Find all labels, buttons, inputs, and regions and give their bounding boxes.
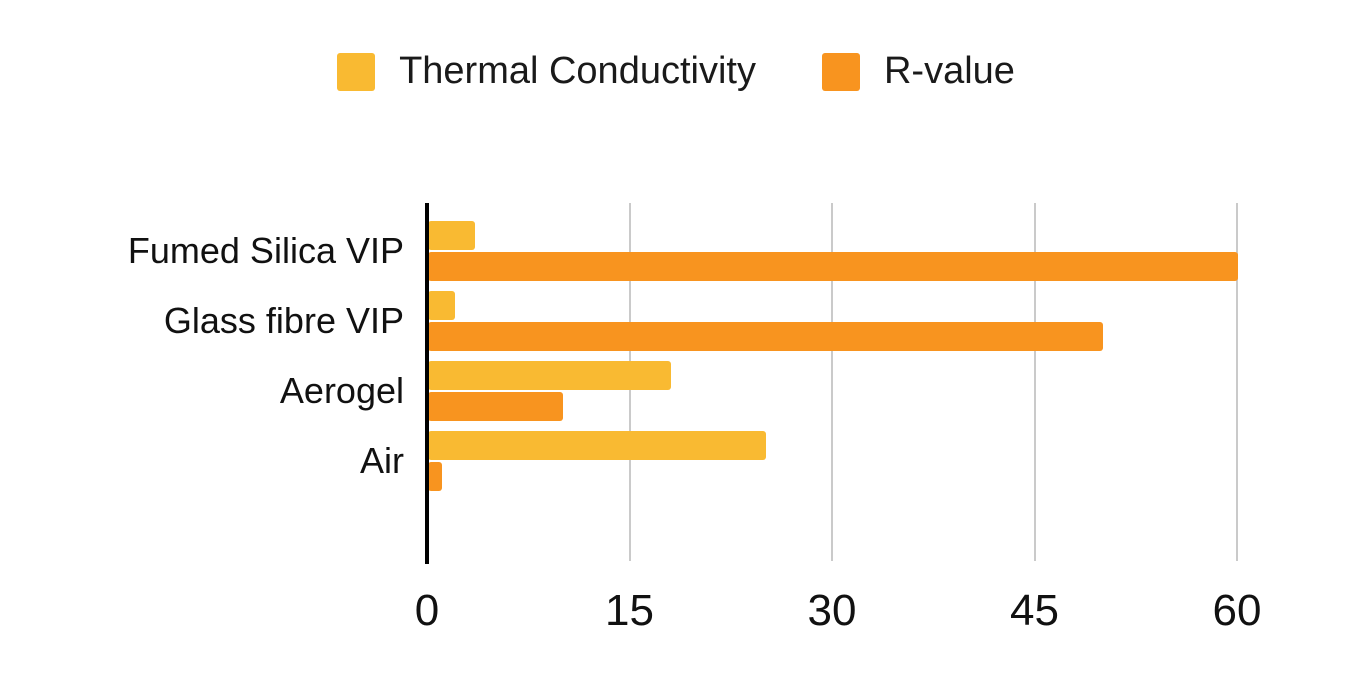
legend-item-thermal-conductivity: Thermal Conductivity [337,50,756,93]
gridline-x-45 [1033,203,1036,561]
gridline-x-30 [831,203,833,561]
x-tick-label-60: 60 [1212,586,1262,635]
category-label-glass-fibre-vip: Glass fibre VIP [163,300,404,341]
category-label-air: Air [360,440,404,481]
gridline-x-60 [1236,203,1238,561]
bar-r-value-glass-fibre-vip [428,322,1103,351]
y-axis-line [425,203,429,564]
plot-area [425,203,1238,564]
x-tick-label-0: 0 [414,586,440,635]
x-tick-label-30: 30 [807,586,857,635]
bar-r-value-air [428,462,442,491]
category-label-aerogel: Aerogel [279,370,404,411]
x-tick-label-15: 15 [605,586,654,635]
chart-legend: Thermal Conductivity R-value [0,50,1352,93]
bar-r-value-fumed-silica-vip [428,252,1238,281]
category-label-fumed-silica-vip: Fumed Silica VIP [127,230,404,271]
legend-label-thermal-conductivity: Thermal Conductivity [399,50,756,92]
bar-thermal-conductivity-air [428,431,766,460]
bar-r-value-aerogel [428,392,563,421]
bar-thermal-conductivity-fumed-silica-vip [428,221,476,250]
legend-label-r-value: R-value [883,50,1015,92]
bar-thermal-conductivity-aerogel [428,361,671,390]
bar-thermal-conductivity-glass-fibre-vip [428,291,455,320]
legend-swatch-thermal-conductivity-icon [337,52,376,91]
legend-item-r-value: R-value [821,50,1015,93]
x-tick-label-45: 45 [1010,586,1059,635]
legend-swatch-r-value-icon [821,52,860,91]
